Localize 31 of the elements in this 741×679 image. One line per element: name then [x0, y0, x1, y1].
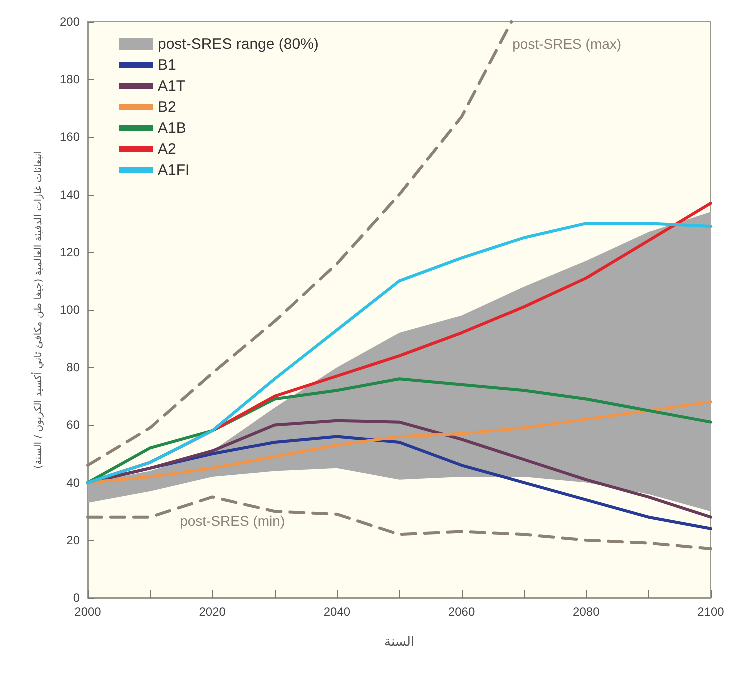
x-tick-label: 2060 — [448, 605, 476, 619]
x-tick-label: 2040 — [324, 605, 351, 619]
y-tick-label: 20 — [66, 533, 80, 548]
y-tick-label: 120 — [60, 245, 80, 260]
y-tick-label: 180 — [60, 72, 80, 87]
line-series — [86, 496, 712, 551]
legend-label: post-SRES range (80%) — [158, 36, 319, 53]
legend-label: A1FI — [158, 162, 190, 179]
line-series — [86, 378, 712, 484]
legend-label: A1B — [158, 120, 186, 137]
legend-label: A2 — [158, 141, 176, 158]
x-tick-label: 2000 — [74, 605, 102, 619]
x-tick-label: 2020 — [199, 605, 226, 619]
y-tick-label: 80 — [66, 360, 80, 375]
x-tick-label: 2100 — [698, 605, 725, 619]
y-tick-label: 40 — [66, 476, 80, 490]
y-tick-label: 160 — [60, 130, 80, 144]
y-tick-label: 0 — [73, 591, 80, 605]
series-label: post-SRES (min) — [180, 513, 286, 530]
y-tick-label: 140 — [60, 188, 80, 202]
series-label: post-SRES (max) — [512, 36, 622, 52]
legend-label: B2 — [158, 99, 176, 116]
y-tick-label: 200 — [60, 15, 80, 29]
x-axis-title: السنة — [384, 635, 415, 650]
legend-label: A1T — [158, 78, 186, 95]
legend-label: B1 — [158, 57, 176, 74]
y-tick-label: 60 — [66, 418, 80, 432]
x-tick-label: 2080 — [573, 605, 600, 619]
y-axis-title: انبعاثات غازات الدفيئة العالمية (جيغا طن مكافئ ثاني أكسيد الكربون / السنة) — [32, 151, 44, 469]
y-tick-label: 100 — [60, 303, 80, 317]
line-series — [86, 20, 514, 468]
